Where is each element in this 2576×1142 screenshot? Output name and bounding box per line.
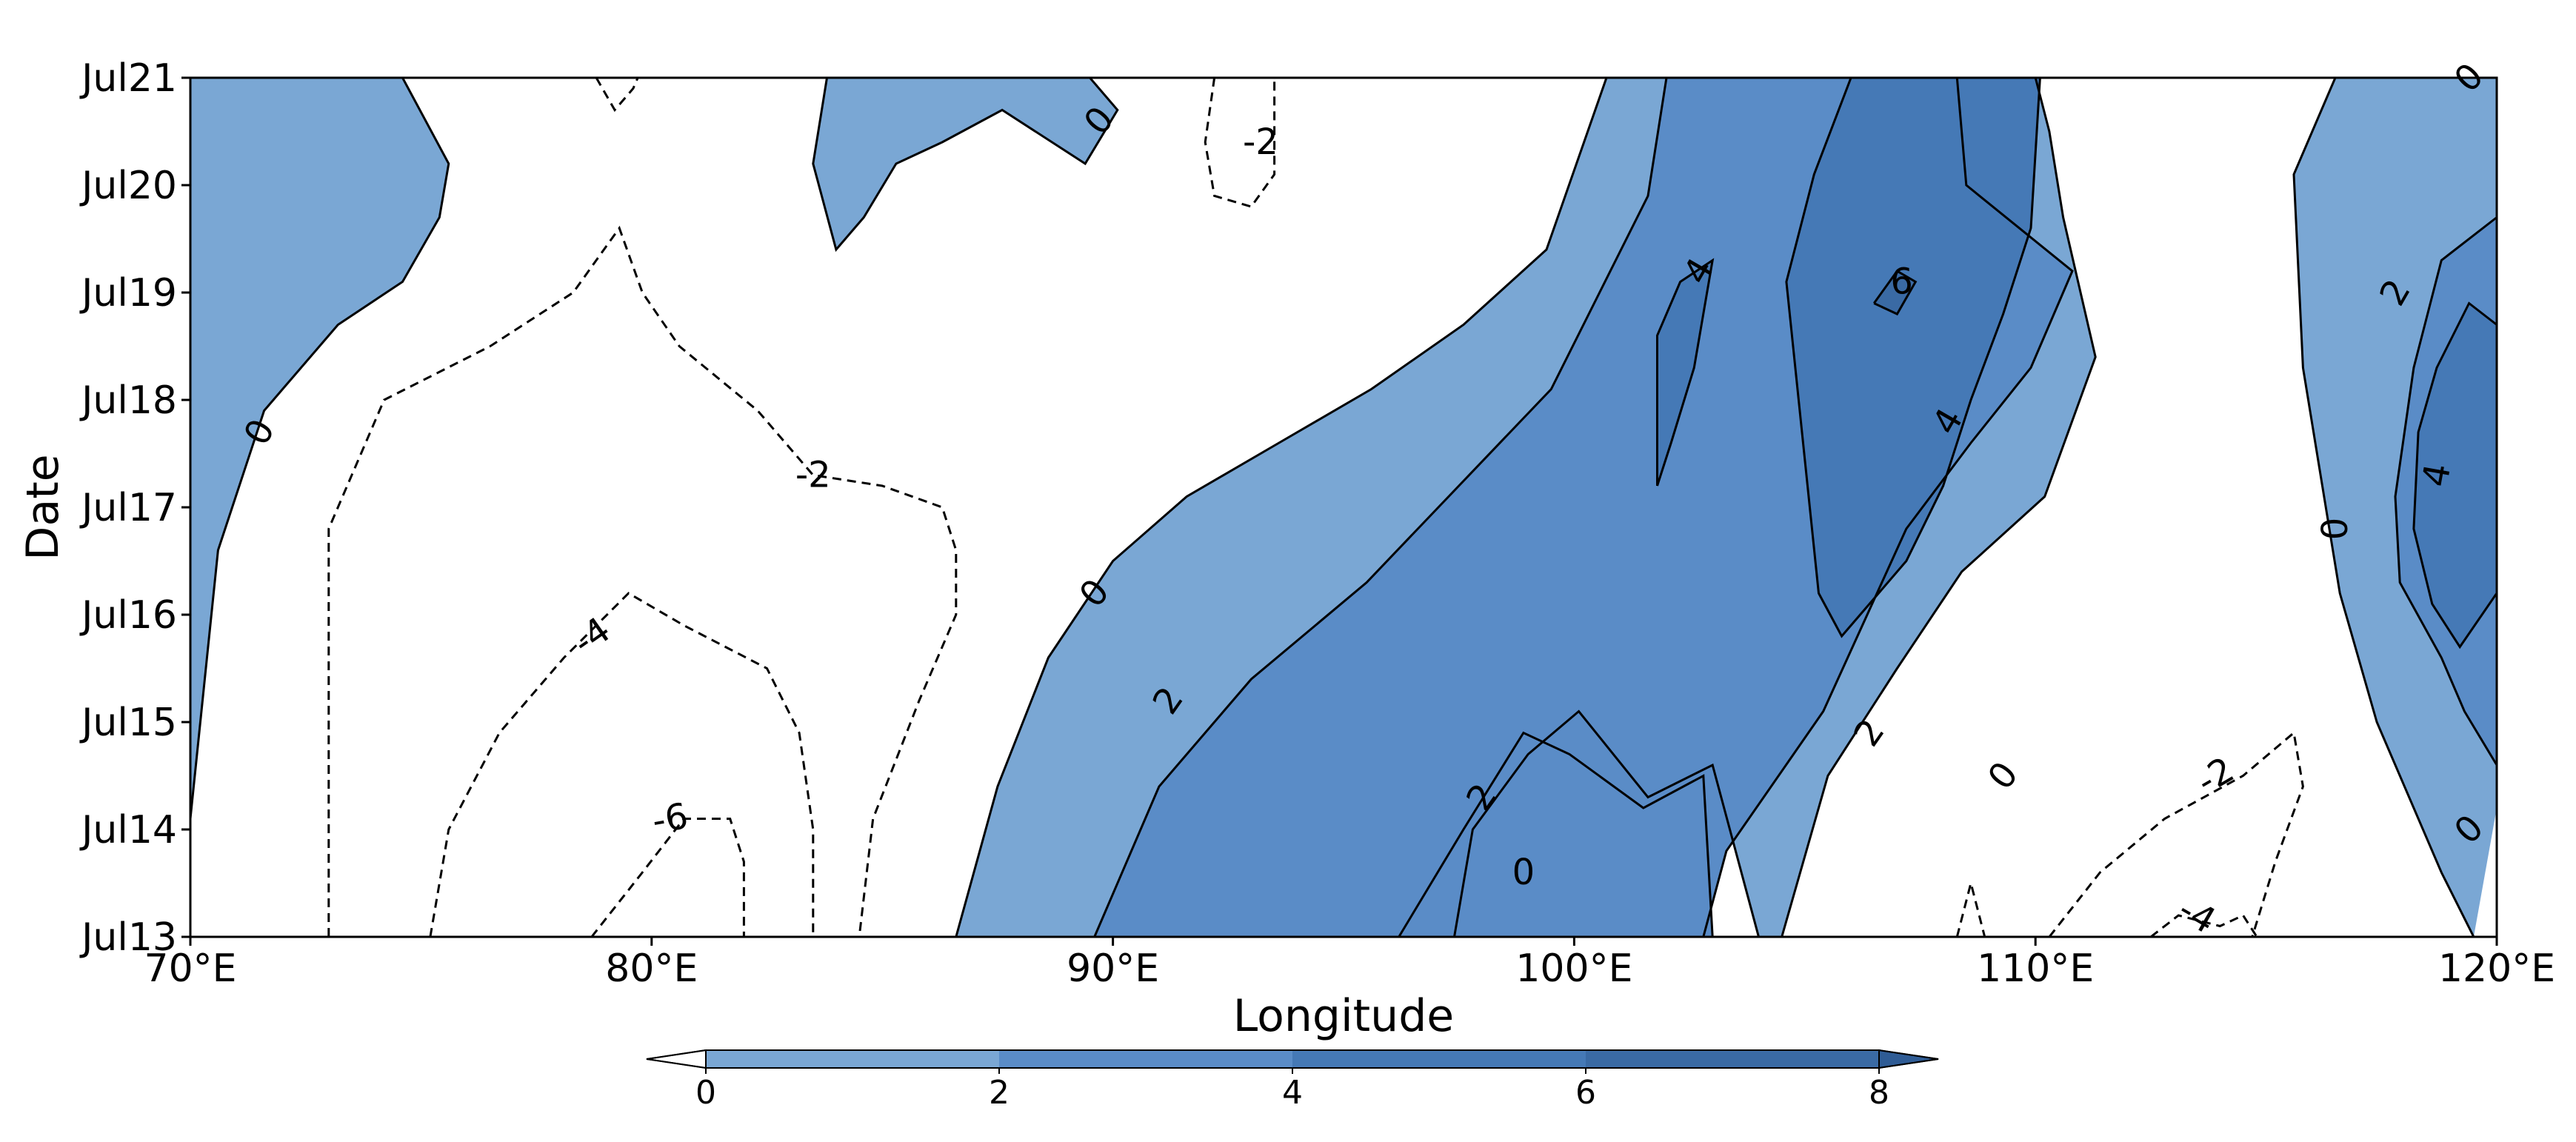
colorbar-over-arrow (1878, 1049, 1939, 1069)
contour-line-0 (2292, 78, 2475, 937)
colorbar-tick-label: 6 (1575, 1074, 1596, 1112)
colorbar-tick-label: 4 (1282, 1074, 1303, 1112)
contour-line-neg4 (429, 592, 815, 937)
filled-region-4-6 (1657, 260, 1713, 486)
y-axis-title: Date (17, 454, 69, 560)
filled-region-0-2 (812, 78, 1118, 250)
contour-line-4 (2412, 301, 2497, 650)
filled-region-6-8 (1874, 271, 1916, 314)
contour-line-2 (1398, 731, 1714, 937)
x-tick-label: 90°E (1067, 946, 1159, 991)
colorbar-tick-label: 2 (989, 1074, 1010, 1112)
colorbar: 0 2 4 6 8 (646, 1049, 1939, 1112)
contour-line-neg2 (327, 225, 958, 937)
colorbar-tick-label: 8 (1869, 1074, 1889, 1112)
contour-line-neg6 (590, 818, 745, 937)
colorbar-segment (706, 1050, 999, 1068)
colorbar-segment (1586, 1050, 1879, 1068)
y-tick-label: Jul15 (79, 701, 177, 745)
contour-line-0 (190, 78, 450, 819)
contour-line-2 (2394, 216, 2497, 766)
contour-line-6 (1872, 270, 1918, 315)
filled-region-4-6 (2413, 303, 2497, 647)
y-tick-label: Jul16 (79, 593, 177, 638)
contour-line-0 (955, 78, 1608, 937)
contour-line-2 (1702, 78, 2074, 937)
contour-line-4 (1656, 258, 1715, 487)
contour-line-0 (812, 78, 1119, 253)
contour-line-4 (1785, 78, 2041, 638)
y-tick-label: Jul13 (79, 915, 177, 960)
filled-contours (190, 78, 2497, 937)
y-tick-label: Jul19 (79, 271, 177, 315)
filled-region-0-2 (190, 78, 449, 819)
y-axis: Jul13 Jul14 Jul15 Jul16 Jul17 Jul18 Jul19 Jul20… (79, 56, 190, 960)
x-tick-label: 80°E (605, 946, 698, 991)
contour-line-2 (1093, 78, 1668, 937)
contour-line-neg4 (2149, 914, 2258, 937)
contour-label: -6 (649, 795, 691, 842)
contour-label: 0 (1512, 852, 1535, 893)
contour-label: 6 (1890, 261, 1913, 303)
y-tick-label: Jul18 (79, 378, 177, 423)
x-tick-label: 110°E (1977, 946, 2094, 991)
colorbar-under-arrow (646, 1049, 707, 1069)
x-tick-label: 100°E (1515, 946, 1632, 991)
contour-label: 0 (2315, 518, 2356, 541)
contour-label: -2 (795, 455, 831, 496)
x-axis: 70°E 80°E 90°E 100°E 110°E 120°E (144, 937, 2555, 991)
colorbar-tick-label: 0 (695, 1074, 716, 1112)
x-tick-label: 70°E (144, 946, 236, 991)
contour-line-neg2 (1204, 78, 1276, 208)
y-tick-label: Jul20 (79, 164, 177, 208)
x-axis-title: Longitude (1233, 990, 1454, 1042)
contour-line-neg2 (2048, 730, 2304, 937)
y-tick-label: Jul17 (79, 486, 177, 530)
contour-line-0 (1453, 709, 1760, 937)
y-tick-label: Jul21 (79, 56, 177, 101)
y-tick-label: Jul14 (79, 808, 177, 852)
x-tick-label: 120°E (2438, 946, 2555, 991)
contour-line-neg2 (595, 78, 639, 113)
contour-label: -2 (1243, 121, 1278, 163)
contour-line-neg2 (1955, 883, 1986, 937)
colorbar-segment (999, 1050, 1292, 1068)
contour-line-0 (1781, 78, 2097, 937)
contour-lines (190, 78, 2497, 937)
colorbar-segment (1292, 1050, 1586, 1068)
filled-region-4-6 (1786, 78, 2041, 636)
